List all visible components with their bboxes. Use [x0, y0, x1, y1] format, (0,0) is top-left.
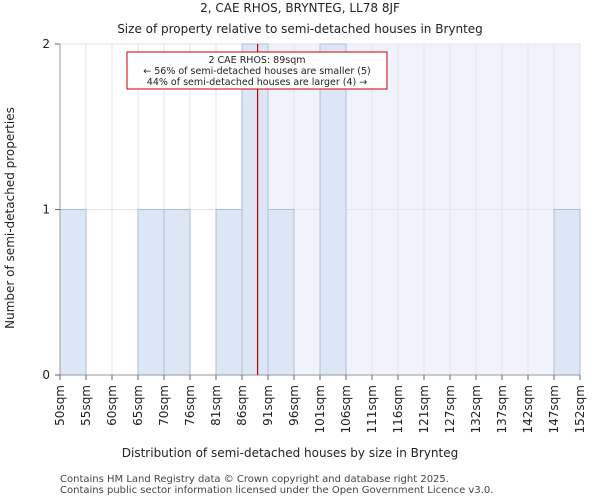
bar — [59, 209, 87, 376]
x-tick-label: 142sqm — [521, 385, 535, 433]
bar — [137, 209, 165, 376]
x-tick-label: 96sqm — [287, 385, 301, 426]
x-tick-label: 50sqm — [53, 385, 67, 426]
annotation-box — [126, 51, 388, 90]
x-tick-label: 55sqm — [79, 385, 93, 426]
chart-subtitle: Size of property relative to semi-detach… — [117, 22, 483, 36]
chart-title: 2, CAE RHOS, BRYNTEG, LL78 8JF — [200, 1, 400, 15]
bar — [267, 209, 295, 376]
footer-copyright: Contains HM Land Registry data © Crown c… — [60, 474, 449, 485]
x-tick-label: 106sqm — [339, 385, 353, 433]
annotation-line: 2 CAE RHOS: 89sqm — [208, 55, 305, 66]
x-tick-label: 76sqm — [183, 385, 197, 426]
x-tick-label: 86sqm — [235, 385, 249, 426]
y-tick-label: 2 — [42, 37, 50, 51]
y-tick-label: 0 — [42, 368, 50, 382]
annotation-line: 44% of semi-detached houses are larger (… — [147, 77, 367, 88]
x-tick-label: 60sqm — [105, 385, 119, 426]
x-tick-label: 111sqm — [365, 385, 379, 433]
x-tick-label: 121sqm — [417, 385, 431, 433]
x-tick-label: 65sqm — [131, 385, 145, 426]
x-tick-label: 70sqm — [157, 385, 171, 426]
bar — [553, 209, 581, 376]
bar — [319, 43, 347, 376]
x-tick-label: 116sqm — [391, 385, 405, 433]
x-tick-label: 152sqm — [573, 385, 587, 433]
x-axis-label: Distribution of semi-detached houses by … — [122, 446, 458, 460]
property-marker: 2 CAE RHOS: 89sqm← 56% of semi-detached … — [126, 44, 388, 375]
y-tick-label: 1 — [42, 203, 50, 217]
x-tick-label: 81sqm — [209, 385, 223, 426]
x-tick-label: 132sqm — [469, 385, 483, 433]
annotation-line: ← 56% of semi-detached houses are smalle… — [143, 66, 371, 77]
x-tick-label: 101sqm — [313, 385, 327, 433]
x-tick-label: 127sqm — [443, 385, 457, 433]
x-tick-label: 137sqm — [495, 385, 509, 433]
x-tick-label: 91sqm — [261, 385, 275, 426]
y-axis-label: Number of semi-detached properties — [3, 107, 17, 329]
bar — [241, 43, 269, 376]
bar — [215, 209, 243, 376]
footer-licence: Contains public sector information licen… — [60, 485, 494, 496]
y-ticks: 0 1 2 — [42, 37, 60, 382]
x-tick-label: 147sqm — [547, 385, 561, 433]
bar — [163, 209, 191, 376]
x-ticks: 50sqm 55sqm 60sqm 65sqm 70sqm 76sqm 81sqm 86sqm… — [53, 375, 587, 433]
